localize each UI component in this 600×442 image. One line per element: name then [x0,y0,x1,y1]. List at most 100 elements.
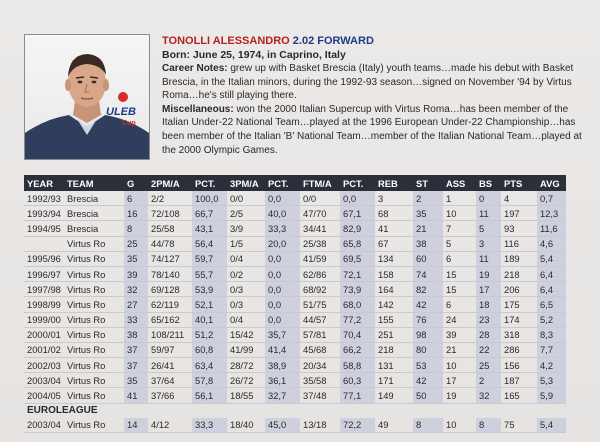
season-cell-avg: 6,5 [537,296,566,313]
player-name: TONOLLI ALESSANDRO [162,35,290,47]
miscellaneous-label: Miscellaneous: [162,103,234,115]
season-cell-pts: 286 [501,342,537,359]
euroleague-cell-reb: 49 [375,417,413,433]
season-cell-2p-pct: 56,1 [192,387,227,404]
season-row: 1999/00 Virtus Ro 33 65/162 40,1 0/4 0,0 44/57 7… [24,312,566,328]
season-cell-3p-pct: 0,0 [265,266,300,283]
season-cell-3pm-a: 0/0 [227,191,265,207]
season-cell-avg: 0,7 [537,191,566,207]
season-cell-year: 1996/97 [24,266,64,283]
season-cell-2p-pct: 40,1 [192,312,227,328]
season-cell-ass: 5 [443,236,476,252]
season-cell-ft-pct: 69,5 [340,251,375,267]
season-cell-team: Virtus Ro [64,296,124,313]
season-cell-st: 80 [413,342,443,359]
season-cell-bs: 11 [476,205,501,222]
season-cell-bs: 0 [476,191,501,207]
season-cell-avg: 8,3 [537,327,566,343]
season-cell-3pm-a: 0/3 [227,281,265,298]
season-cell-ass: 19 [443,387,476,404]
season-cell-st: 42 [413,372,443,389]
season-cell-ass: 15 [443,281,476,298]
season-row: 2000/01 Virtus Ro 38 108/211 51,2 15/42 35,7 57… [24,327,566,343]
player-number-position: 2.02 FORWARD [292,35,374,47]
season-cell-year: 1997/98 [24,281,64,298]
season-cell-st: 2 [413,191,443,207]
season-cell-ft-pct: 73,9 [340,281,375,298]
miscellaneous-notes: Miscellaneous: won the 2000 Italian Supe… [162,103,586,157]
season-cell-bs: 22 [476,342,501,359]
season-cell-ft-pct: 68,0 [340,296,375,313]
miscellaneous-text: won the 2000 Italian Supercup with Virtu… [162,103,582,156]
season-cell-bs: 18 [476,296,501,313]
season-cell-ft-pct: 77,1 [340,387,375,404]
euroleague-cell-ass: 10 [443,417,476,433]
season-cell-ftm-a: 35/58 [300,372,340,389]
season-cell-2p-pct: 59,7 [192,251,227,267]
season-cell-ass: 6 [443,251,476,267]
header-ftm-a: FTM/A [300,175,340,191]
season-cell-ftm-a: 47/70 [300,205,340,222]
season-cell-2p-pct: 53,9 [192,281,227,298]
season-cell-2pm-a: 59/97 [148,342,192,359]
season-cell-2p-pct: 56,4 [192,236,227,252]
season-cell-ass: 39 [443,327,476,343]
season-cell-bs: 23 [476,312,501,328]
season-cell-reb: 134 [375,251,413,267]
season-cell-ft-pct: 0,0 [340,191,375,207]
season-cell-reb: 68 [375,205,413,222]
season-cell-year: 2002/03 [24,357,64,374]
euroleague-cell-bs: 8 [476,417,501,433]
season-cell-avg: 4,2 [537,357,566,374]
season-cell-pts: 165 [501,387,537,404]
euroleague-section-row: EUROLEAGUE [24,403,566,418]
season-cell-reb: 158 [375,266,413,283]
svg-text:Cup: Cup [122,120,136,127]
season-cell-bs: 25 [476,357,501,374]
season-cell-st: 98 [413,327,443,343]
season-cell-avg: 5,9 [537,387,566,404]
season-cell-ft-pct: 67,1 [340,205,375,222]
season-cell-st: 60 [413,251,443,267]
season-cell-ftm-a: 25/38 [300,236,340,252]
season-cell-ftm-a: 62/86 [300,266,340,283]
season-cell-ass: 1 [443,191,476,207]
season-cell-ftm-a: 57/81 [300,327,340,343]
season-cell-st: 38 [413,236,443,252]
euroleague-row: 2003/04 Virtus Ro 14 4/12 33,3 18/40 45,0 13/18… [24,417,566,433]
header-reb: REB [375,175,413,191]
season-cell-ass: 10 [443,357,476,374]
season-cell-ass: 10 [443,205,476,222]
player-photo: ULEB Cup [24,34,150,160]
season-cell-reb: 41 [375,220,413,237]
season-cell-reb: 171 [375,372,413,389]
season-cell-games: 35 [124,372,148,389]
stats-body: 1992/93 Brescia 6 2/2 100,0 0/0 0,0 0/0 0,0 3 2 1 0 4… [24,191,566,433]
season-row: 1992/93 Brescia 6 2/2 100,0 0/0 0,0 0/0 0,0 3 2 1 0 4… [24,191,566,207]
season-cell-bs: 11 [476,251,501,267]
season-row: 1994/95 Brescia 8 25/58 43,1 3/9 33,3 34/41 82,9… [24,220,566,237]
season-row: 2003/04 Virtus Ro 35 37/64 57,8 26/72 36,1 35/5… [24,372,566,389]
season-cell-2p-pct: 66,7 [192,205,227,222]
season-cell-reb: 67 [375,236,413,252]
season-cell-games: 41 [124,387,148,404]
season-cell-3p-pct: 33,3 [265,220,300,237]
season-cell-3pm-a: 1/5 [227,236,265,252]
season-cell-3pm-a: 0/3 [227,296,265,313]
season-cell-ftm-a: 45/68 [300,342,340,359]
season-cell-reb: 3 [375,191,413,207]
euroleague-cell-st: 8 [413,417,443,433]
season-cell-2pm-a: 72/108 [148,205,192,222]
season-cell-team: Brescia [64,220,124,237]
season-cell-st: 82 [413,281,443,298]
season-cell-bs: 28 [476,327,501,343]
season-cell-2p-pct: 100,0 [192,191,227,207]
header-2pm-a: 2PM/A [148,175,192,191]
season-cell-pts: 218 [501,266,537,283]
header-2p-pct: PCT. [192,175,227,191]
season-cell-year: 1992/93 [24,191,64,207]
season-cell-st: 42 [413,296,443,313]
season-cell-2p-pct: 55,7 [192,266,227,283]
euroleague-section-label: EUROLEAGUE [27,405,98,417]
